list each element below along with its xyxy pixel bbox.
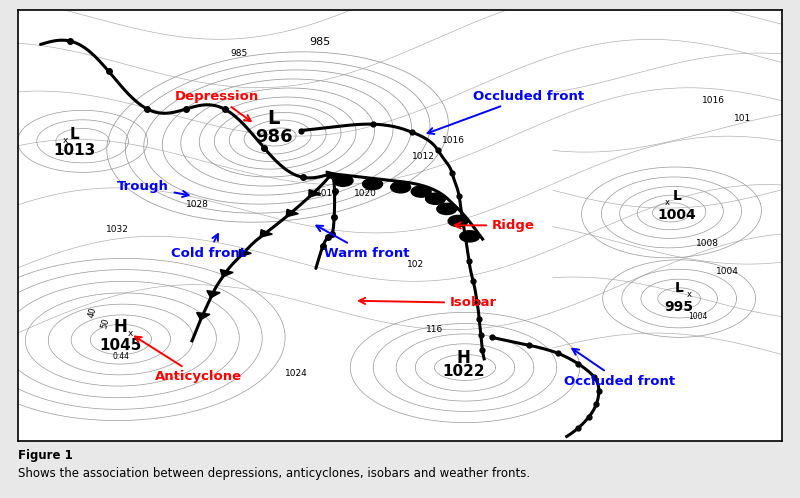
Polygon shape: [326, 171, 338, 179]
Text: 1024: 1024: [286, 370, 308, 378]
Text: 995: 995: [665, 300, 694, 314]
Text: Warm front: Warm front: [316, 226, 409, 260]
Text: L: L: [268, 109, 280, 128]
Text: 985: 985: [309, 37, 330, 47]
Polygon shape: [286, 209, 298, 217]
Polygon shape: [239, 249, 251, 257]
Text: Occluded front: Occluded front: [427, 90, 584, 134]
Text: Trough: Trough: [117, 180, 189, 197]
Text: 1013: 1013: [53, 143, 95, 158]
Text: 1016: 1016: [702, 96, 725, 105]
Text: 102: 102: [406, 259, 424, 268]
Text: 101: 101: [734, 114, 751, 123]
Text: Isobar: Isobar: [359, 296, 497, 309]
Text: 1032: 1032: [106, 225, 129, 234]
Text: Shows the association between depressions, anticyclones, isobars and weather fro: Shows the association between depression…: [18, 467, 530, 480]
Text: 985: 985: [230, 49, 248, 58]
Text: 1020: 1020: [354, 189, 377, 198]
Text: Occluded front: Occluded front: [565, 349, 675, 388]
Text: Anticyclone: Anticyclone: [135, 337, 242, 383]
Text: x: x: [62, 135, 68, 144]
Text: Ridge: Ridge: [454, 219, 534, 232]
Text: x: x: [686, 290, 691, 299]
Text: 1004: 1004: [689, 312, 708, 321]
Circle shape: [362, 178, 382, 190]
Text: Figure 1: Figure 1: [18, 449, 72, 462]
Text: L: L: [673, 189, 682, 203]
Circle shape: [390, 182, 410, 193]
Text: 50: 50: [100, 317, 111, 330]
Circle shape: [333, 175, 353, 186]
Circle shape: [411, 186, 431, 197]
Circle shape: [448, 216, 468, 227]
Text: 0.44: 0.44: [112, 352, 130, 361]
Polygon shape: [309, 190, 321, 197]
Text: 1004: 1004: [658, 208, 696, 222]
Text: 1012: 1012: [411, 152, 434, 161]
Polygon shape: [260, 230, 272, 237]
Text: L: L: [674, 281, 683, 295]
Text: 1004: 1004: [716, 267, 738, 276]
Circle shape: [437, 203, 457, 215]
Text: H: H: [114, 318, 128, 337]
Text: 1008: 1008: [696, 239, 719, 248]
Text: x: x: [665, 198, 670, 207]
Text: 1045: 1045: [100, 338, 142, 353]
Polygon shape: [220, 269, 233, 277]
Text: 116: 116: [426, 325, 443, 334]
Circle shape: [460, 231, 480, 242]
Text: x: x: [128, 329, 134, 339]
Circle shape: [426, 193, 446, 204]
Text: 1016: 1016: [316, 189, 339, 198]
Text: 1022: 1022: [442, 365, 485, 379]
Polygon shape: [207, 291, 220, 298]
Text: 1028: 1028: [186, 200, 209, 209]
Text: 986: 986: [255, 128, 293, 146]
Text: Cold front: Cold front: [170, 234, 246, 260]
Polygon shape: [197, 313, 210, 320]
Text: 1016: 1016: [442, 135, 465, 144]
Text: L: L: [70, 126, 79, 141]
Text: Depression: Depression: [174, 90, 258, 121]
Text: H: H: [457, 349, 470, 367]
Text: 40: 40: [87, 306, 98, 319]
